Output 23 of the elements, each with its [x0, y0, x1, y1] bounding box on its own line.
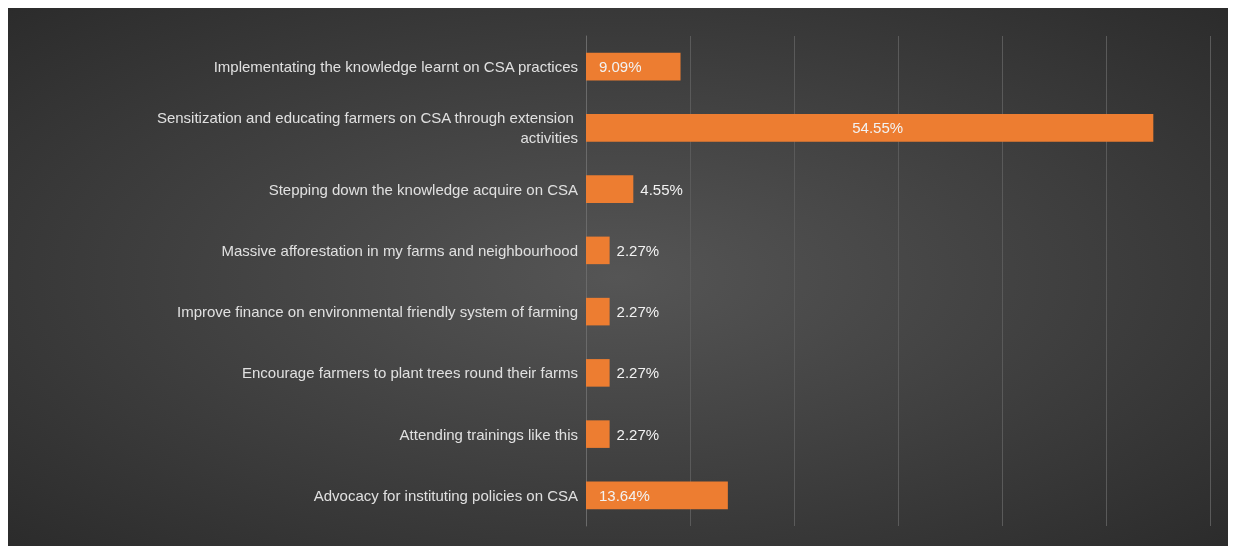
- data-label: 9.09%: [599, 58, 642, 76]
- data-label: 54.55%: [852, 119, 904, 137]
- y-tick-label: Encourage farmers to plant trees round their farms: [242, 364, 578, 382]
- data-label: 2.27%: [616, 303, 660, 321]
- bar: [586, 175, 634, 203]
- bar: [586, 236, 610, 265]
- data-label: 13.64%: [599, 486, 650, 504]
- bar: [586, 359, 610, 387]
- y-tick-label: Advocacy for instituting policies on CSA: [313, 486, 578, 504]
- data-label: 2.27%: [616, 364, 660, 382]
- data-label: 2.27%: [616, 425, 660, 443]
- data-label: 4.55%: [640, 180, 683, 198]
- y-tick-label: Massive afforestation in my farms and neighbourhood: [221, 241, 578, 259]
- bar: [586, 297, 610, 326]
- y-tick-label: Sensitization and educating farmers on CSA through extension activities: [156, 109, 578, 147]
- y-tick-label: Stepping down the knowledge acquire on CSA: [268, 180, 578, 198]
- bar: [586, 481, 728, 510]
- y-tick-label: Improve finance on environmental friendly system of farming: [176, 303, 578, 321]
- y-tick-label: Attending trainings like this: [399, 425, 578, 443]
- data-label: 2.27%: [616, 241, 660, 259]
- bar: [586, 420, 610, 448]
- bar: [586, 114, 1154, 142]
- y-tick-label: Implementating the knowledge learnt on CSA practices: [213, 58, 578, 76]
